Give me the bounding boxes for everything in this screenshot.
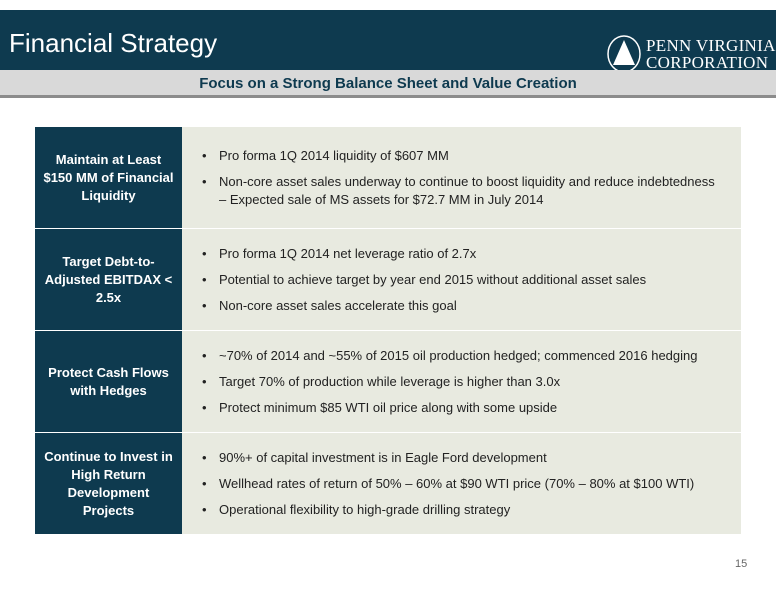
strategy-row-investment: Continue to Invest in High Return Develo…: [35, 432, 741, 534]
row-label: Maintain at Least $150 MM of Financial L…: [35, 127, 182, 228]
strategy-row-hedges: Protect Cash Flows with Hedges ~70% of 2…: [35, 330, 741, 432]
slide-subtitle: Focus on a Strong Balance Sheet and Valu…: [199, 75, 577, 92]
bullet-item: Potential to achieve target by year end …: [202, 271, 725, 289]
strategy-row-liquidity: Maintain at Least $150 MM of Financial L…: [35, 127, 741, 228]
row-label: Target Debt-to-Adjusted EBITDAX < 2.5x: [35, 229, 182, 330]
logo-text-line2: CORPORATION: [646, 53, 769, 72]
page-number: 15: [735, 558, 748, 570]
bullet-item: Non-core asset sales accelerate this goa…: [202, 297, 725, 315]
row-bullets: Pro forma 1Q 2014 net leverage ratio of …: [182, 229, 741, 330]
bullet-item: ~70% of 2014 and ~55% of 2015 oil produc…: [202, 347, 725, 365]
bullet-item: 90%+ of capital investment is in Eagle F…: [202, 449, 725, 467]
bullet-item: Operational flexibility to high-grade dr…: [202, 501, 725, 519]
company-logo: PENN VIRGINIA CORPORATION: [606, 34, 775, 74]
bullet-item: Pro forma 1Q 2014 net leverage ratio of …: [202, 245, 725, 263]
row-bullets: Pro forma 1Q 2014 liquidity of $607 MM N…: [182, 127, 741, 228]
row-bullets: ~70% of 2014 and ~55% of 2015 oil produc…: [182, 331, 741, 432]
logo-text-line1: PENN VIRGINIA: [646, 36, 776, 55]
bullet-item: Protect minimum $85 WTI oil price along …: [202, 399, 725, 417]
row-bullets: 90%+ of capital investment is in Eagle F…: [182, 433, 741, 534]
slide-title: Financial Strategy: [9, 28, 218, 58]
title-bar: Financial Strategy PENN VIRGINIA CORPORA…: [0, 10, 776, 73]
bullet-item: Pro forma 1Q 2014 liquidity of $607 MM: [202, 147, 725, 165]
bullet-item: Target 70% of production while leverage …: [202, 373, 725, 391]
bullet-item: Non-core asset sales underway to continu…: [202, 173, 725, 209]
strategy-row-leverage: Target Debt-to-Adjusted EBITDAX < 2.5x P…: [35, 228, 741, 330]
row-label: Continue to Invest in High Return Develo…: [35, 433, 182, 534]
bullet-item: Wellhead rates of return of 50% – 60% at…: [202, 475, 725, 493]
subtitle-bar: Focus on a Strong Balance Sheet and Valu…: [0, 70, 776, 98]
strategy-table: Maintain at Least $150 MM of Financial L…: [35, 127, 741, 534]
triangle-mark-icon: [607, 35, 641, 73]
row-label: Protect Cash Flows with Hedges: [35, 331, 182, 432]
